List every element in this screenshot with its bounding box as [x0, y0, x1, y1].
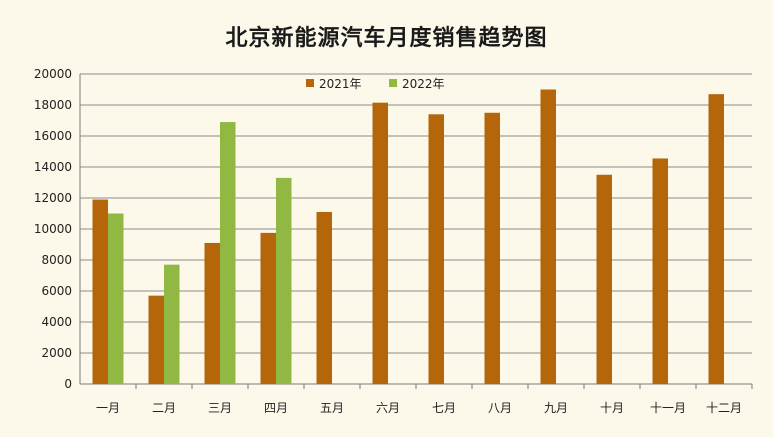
legend-label: 2022年	[402, 77, 445, 91]
x-tick-label: 一月	[96, 401, 120, 415]
y-tick-label: 16000	[34, 129, 72, 143]
x-tick-label: 十月	[600, 401, 624, 415]
y-tick-label: 18000	[34, 98, 72, 112]
x-tick-label: 六月	[376, 401, 400, 415]
x-tick-label: 五月	[320, 401, 344, 415]
y-tick-label: 6000	[41, 284, 72, 298]
y-tick-label: 4000	[41, 315, 72, 329]
bar	[164, 264, 180, 384]
y-tick-label: 2000	[41, 346, 72, 360]
x-tick-label: 十一月	[650, 401, 686, 415]
y-tick-label: 8000	[41, 253, 72, 267]
bar	[596, 174, 612, 384]
bar	[652, 158, 668, 384]
chart-title: 北京新能源汽车月度销售趋势图	[225, 26, 548, 51]
y-tick-label: 10000	[34, 222, 72, 236]
y-tick-label: 20000	[34, 67, 72, 81]
legend-label: 2021年	[319, 77, 362, 91]
x-tick-label: 四月	[264, 401, 288, 415]
x-tick-label: 三月	[208, 401, 232, 415]
x-tick-label: 十二月	[706, 401, 742, 415]
bar	[276, 177, 292, 384]
x-tick-label: 八月	[488, 401, 512, 415]
x-tick-label: 二月	[152, 401, 176, 415]
bar	[372, 102, 388, 385]
legend-swatch	[306, 79, 314, 87]
x-tick-label: 九月	[544, 401, 568, 415]
y-tick-label: 12000	[34, 191, 72, 205]
legend-swatch	[389, 79, 397, 87]
bar	[148, 295, 164, 384]
bar	[316, 211, 332, 384]
bar	[428, 114, 444, 385]
bar	[484, 112, 500, 384]
bar	[108, 213, 124, 384]
bar	[204, 242, 220, 384]
bar	[708, 94, 724, 385]
bar	[220, 122, 236, 385]
y-tick-label: 14000	[34, 160, 72, 174]
bar	[540, 89, 556, 384]
bar	[260, 232, 276, 384]
y-tick-label: 0	[64, 377, 72, 391]
bar	[92, 199, 108, 384]
x-tick-label: 七月	[432, 401, 456, 415]
